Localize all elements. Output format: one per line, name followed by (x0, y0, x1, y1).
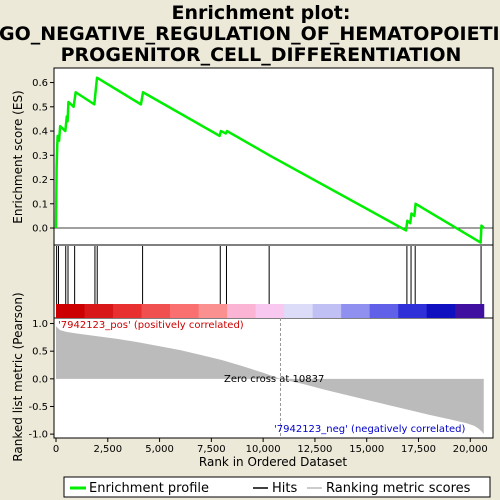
heatmap-segment (455, 304, 485, 318)
negative-correlation-label: '7942123_neg' (negatively correlated) (274, 424, 465, 435)
x-axis: 0 2,500 5,000 7,500 10,000 12,500 15,000 17,500… (53, 438, 488, 455)
metric-layer (56, 318, 484, 438)
x-tick-label: 7,500 (197, 444, 226, 455)
metric-y-tick-label: -0.5 (28, 402, 48, 413)
chart-title-line-1: Enrichment plot: (172, 2, 351, 24)
heatmap-segment (312, 304, 342, 318)
es-y-tick-label: 0.1 (32, 199, 48, 210)
heatmap-segment (56, 304, 86, 318)
x-tick-label: 10,000 (246, 444, 281, 455)
legend-box (63, 476, 491, 498)
heatmap-segment (141, 304, 171, 318)
heatmap-segment (198, 304, 228, 318)
heatmap-segment (255, 304, 285, 318)
es-y-tick-label: 0.3 (32, 151, 48, 162)
legend-hits-label: Hits (272, 481, 297, 496)
es-layer (54, 76, 493, 244)
es-y-tick-label: 0.4 (32, 127, 48, 138)
es-y-axis-label: Enrichment score (ES) (11, 90, 25, 223)
chart-title-line-3: PROGENITOR_CELL_DIFFERENTIATION (61, 44, 462, 66)
es-y-axis: 0.0 0.1 0.2 0.3 0.4 0.5 0.6 (32, 78, 54, 235)
heatmap-segment (170, 304, 200, 318)
hits-layer (56, 246, 482, 304)
positive-correlation-label: '7942123_pos' (positively correlated) (58, 320, 244, 331)
metric-y-tick-label: -1.0 (28, 430, 48, 441)
legend-profile-label: Enrichment profile (89, 481, 209, 496)
x-tick-label: 17,500 (401, 444, 436, 455)
es-y-tick-label: 0.6 (32, 78, 48, 89)
x-tick-label: 2,500 (93, 444, 122, 455)
heatmap-segment (84, 304, 114, 318)
zero-cross-label: Zero cross at 10837 (224, 374, 324, 385)
heatmap-segment (426, 304, 456, 318)
heatmap-segment (398, 304, 428, 318)
legend-metric-label: Ranking metric scores (326, 481, 471, 496)
es-y-tick-label: 0.0 (32, 224, 48, 235)
x-tick-label: 15,000 (349, 444, 384, 455)
metric-y-axis-label: Ranked list metric (Pearson) (11, 292, 25, 461)
x-tick-label: 0 (53, 444, 59, 455)
x-tick-label: 12,500 (297, 444, 332, 455)
metric-area (56, 326, 484, 435)
chart-title-line-2: GO_NEGATIVE_REGULATION_OF_HEMATOPOIETIC_ (0, 23, 500, 45)
heatmap-segment (227, 304, 257, 318)
heatmap-segment (341, 304, 371, 318)
metric-y-tick-label: 0.0 (32, 374, 48, 385)
heatmap-segment (369, 304, 399, 318)
x-axis-label: Rank in Ordered Dataset (199, 455, 347, 469)
heatmap-segment (284, 304, 314, 318)
enrichment-profile-line (54, 76, 485, 244)
heatmap-segment (113, 304, 143, 318)
x-tick-label: 5,000 (145, 444, 174, 455)
heatmap-bar (56, 304, 485, 318)
metric-y-axis: 1.0 0.5 0.0 -0.5 -1.0 (28, 319, 54, 441)
es-y-tick-label: 0.2 (32, 175, 48, 186)
metric-y-tick-label: 0.5 (32, 347, 48, 358)
x-tick-label: 20,000 (453, 444, 488, 455)
metric-y-tick-label: 1.0 (32, 319, 48, 330)
es-y-tick-label: 0.5 (32, 102, 48, 113)
